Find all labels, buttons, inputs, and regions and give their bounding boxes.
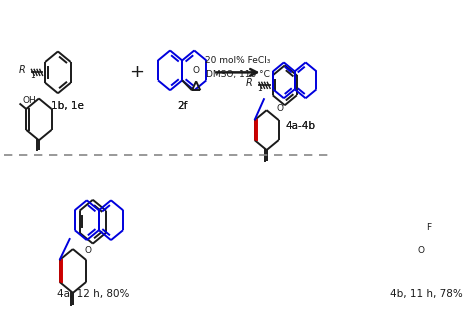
Text: F: F bbox=[426, 223, 431, 232]
Text: +: + bbox=[129, 63, 144, 81]
Text: 20 mol% FeCl₃: 20 mol% FeCl₃ bbox=[205, 56, 271, 65]
Text: 2f: 2f bbox=[177, 101, 187, 111]
Text: 4a-4b: 4a-4b bbox=[286, 121, 316, 131]
Text: O: O bbox=[84, 246, 91, 254]
Text: R: R bbox=[246, 78, 253, 88]
Text: DMSO, 110 °C: DMSO, 110 °C bbox=[206, 70, 270, 79]
Text: 4a, 12 h, 80%: 4a, 12 h, 80% bbox=[56, 290, 129, 300]
Text: R: R bbox=[18, 65, 25, 75]
Text: 4a-4b: 4a-4b bbox=[286, 121, 316, 131]
Text: 1b, 1e: 1b, 1e bbox=[51, 101, 83, 111]
Text: O: O bbox=[192, 66, 200, 75]
Text: 1b, 1e: 1b, 1e bbox=[51, 101, 83, 111]
Text: 1: 1 bbox=[30, 71, 35, 80]
Text: OH: OH bbox=[22, 96, 36, 105]
Text: 4b, 11 h, 78%: 4b, 11 h, 78% bbox=[390, 290, 463, 300]
Text: 1: 1 bbox=[257, 84, 262, 93]
Text: O: O bbox=[277, 104, 283, 113]
Text: O: O bbox=[418, 246, 425, 254]
Text: 2f: 2f bbox=[177, 101, 187, 111]
